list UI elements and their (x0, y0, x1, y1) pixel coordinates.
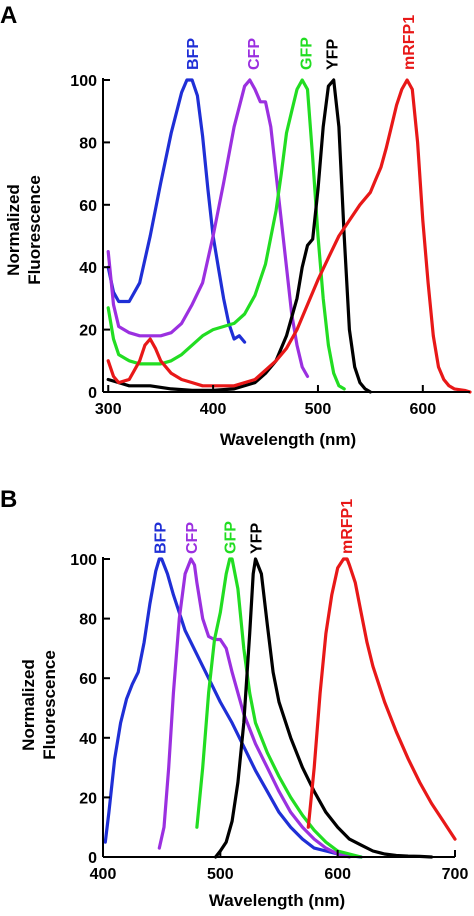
panel-b-series-bfp-line (103, 557, 363, 859)
panel-a-x-tick-label: 500 (305, 401, 332, 418)
panel-b-x-tick-label: 700 (442, 866, 469, 883)
panel-a-y-tick-label: 40 (79, 260, 97, 277)
panel-a-ylabel-line1: Normalized (4, 184, 23, 276)
panel-a-series-label-yfp: YFP (325, 39, 342, 70)
panel-b-ylabel-line1: Normalized (19, 659, 38, 751)
panel-a-y-tick-label: 0 (88, 385, 97, 402)
panel-a-y-tick-label: 80 (79, 135, 97, 152)
panel-b-x-tick-label: 600 (324, 866, 351, 883)
panel-a-letter: A (0, 2, 17, 29)
panel-b-letter: B (0, 486, 17, 513)
panel-b-y-tick-label: 80 (79, 612, 97, 629)
panel-a-series-cfp-line (106, 78, 310, 378)
panel-b-series-cfp-line (157, 557, 351, 859)
panel-b-x-tick-label: 400 (90, 866, 117, 883)
panel-b-y-tick-label: 0 (88, 850, 97, 867)
panel-b-series-label-yfp: YFP (249, 523, 266, 554)
panel-a-series-label-mrfp1: mRFP1 (401, 15, 418, 70)
panel-a-x-tick-label: 600 (409, 401, 436, 418)
panel-a-xlabel: Wavelength (nm) (220, 430, 356, 449)
panel-b-plot: 0 20 40 60 80 100 400 500 600 700 (70, 552, 468, 883)
panel-a-series-bfp-line (106, 78, 247, 344)
panel-a-plot: 0 20 40 60 80 100 300 400 500 600 (70, 73, 472, 418)
panel-b: B 0 20 40 60 80 100 400 500 600 700 BFP CFP GFP YFP m… (0, 486, 468, 910)
panel-a-series-label-gfp: GFP (298, 37, 315, 70)
panel-a-series-yfp-line (106, 78, 372, 394)
panel-b-x-tick-label: 500 (207, 866, 234, 883)
panel-b-series-label-mrfp1: mRFP1 (339, 499, 356, 554)
panel-b-series-label-gfp: GFP (223, 521, 240, 554)
panel-a-series-mrfp1-line (106, 78, 472, 394)
panel-b-y-tick-label: 40 (79, 731, 97, 748)
panel-b-series-yfp-line (214, 557, 434, 859)
panel-a-series-label-bfp: BFP (185, 38, 202, 70)
panel-a-y-tick-label: 100 (70, 73, 97, 90)
panel-a-x-tick-label: 400 (200, 401, 227, 418)
panel-b-series-labels: BFP CFP GFP YFP mRFP1 (152, 499, 356, 554)
panel-b-series-gfp-line (195, 557, 363, 859)
panel-b-xlabel: Wavelength (nm) (209, 891, 345, 910)
panel-a-y-tick-label: 20 (79, 323, 97, 340)
panel-b-ylabel-line2: Fluorescence (40, 650, 59, 760)
panel-b-series-mrfp1-line (306, 557, 457, 841)
panel-b-y-tick-label: 100 (70, 552, 97, 569)
panel-a-series-labels: BFP CFP GFP YFP mRFP1 (185, 15, 418, 70)
panel-b-y-tick-label: 60 (79, 671, 97, 688)
panel-b-series-label-bfp: BFP (152, 522, 169, 554)
panel-a-ylabel-line2: Fluorescence (25, 175, 44, 285)
panel-a-x-tick-label: 300 (95, 401, 122, 418)
panel-a: A 0 20 40 60 80 100 300 400 500 600 BFP CFP GFP YFP m… (0, 2, 472, 449)
panel-b-series-label-cfp: CFP (184, 522, 201, 554)
panel-a-series-gfp-line (106, 78, 346, 391)
panel-a-y-tick-label: 60 (79, 198, 97, 215)
panel-a-series-label-cfp: CFP (246, 38, 263, 70)
panel-b-y-tick-label: 20 (79, 790, 97, 807)
